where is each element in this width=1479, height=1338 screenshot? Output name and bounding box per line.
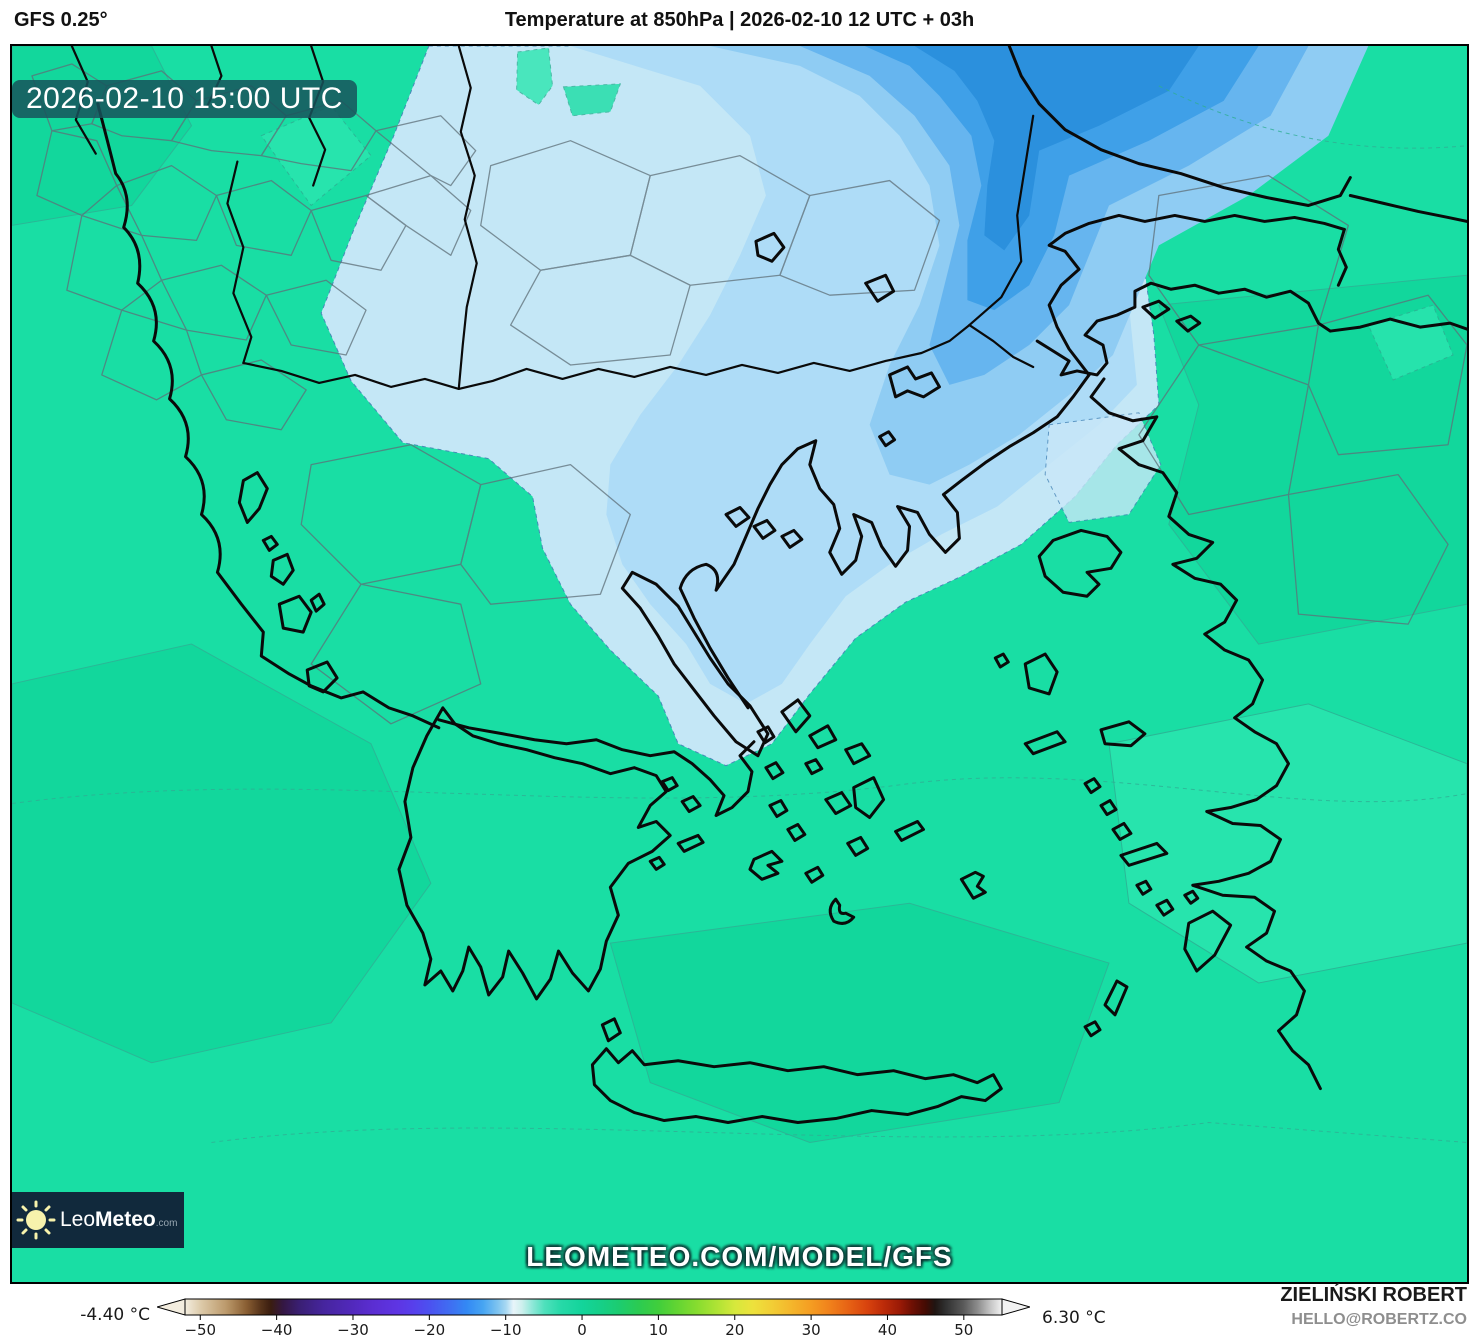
pale-pocket-lesbos [1044,412,1162,523]
coast-black-sea-east [1348,194,1467,223]
colorbar-tick-label: −50 [184,1321,216,1338]
coast-marmara [1047,213,1346,377]
coast-evia [620,570,770,758]
coast-bosphorus [1336,227,1348,287]
colorbar-tick-label: −20 [414,1321,446,1338]
timestamp-badge: 2026-02-10 15:00 UTC [12,80,357,118]
aegean-islands [754,231,1147,756]
temperature-contours [12,85,1467,1143]
mint-pocket-1 [516,47,554,106]
colorbar-tick-label: 20 [725,1321,744,1338]
colorbar-ticks: −50 −40 −30 −20 −10 0 10 20 30 40 50 [184,1315,973,1338]
colorbar-tick-label: 30 [802,1321,821,1338]
logo-meteo: Meteo [95,1208,156,1231]
colorbar-tick-label: 0 [577,1321,587,1338]
coast-north-aegean [678,373,1091,710]
colorbar-max-value: 6.30 °C [1042,1308,1106,1328]
ionian-islands [237,471,622,1043]
coast-west [96,102,441,730]
colorbar-min-value: -4.40 °C [80,1305,150,1325]
map-frame [10,44,1469,1284]
sporades-islands [724,506,804,549]
weather-map [12,46,1467,1282]
sun-icon [16,1200,56,1240]
author-name: ZIELIŃSKI ROBERT [1280,1284,1467,1306]
logo-wordmark: LeoMeteo.com [60,1208,177,1232]
cyclades-islands [648,698,987,925]
colorbar-tick-label: 40 [878,1321,897,1338]
logo-tld: .com [155,1218,178,1229]
coast-turkey-west [1089,377,1322,1091]
temperature-colorbar: −50 −40 −30 −20 −10 0 10 20 30 40 50 [157,1298,1030,1338]
colorbar-tick-label: 10 [649,1321,668,1338]
mint-pocket-2 [562,83,622,117]
coast-black-sea [1007,46,1352,207]
admin-boundaries [31,63,1467,725]
darkest-blue-area [914,46,1199,251]
dodecanese-islands [1083,777,1233,1038]
site-watermark: LEOMETEO.COM/MODEL/GFS [526,1241,953,1272]
leometeo-logo: LeoMeteo.com [12,1192,184,1248]
coastlines [96,46,1467,1125]
coast-peloponnese [397,706,672,1001]
coast-marmara-south [1035,281,1467,377]
colorbar-gradient-bar [184,1298,1003,1316]
dark-blue-area [864,46,1259,311]
cold-blue-region [320,46,1369,767]
coast-attica [437,718,756,818]
coast-crete [590,1047,1003,1125]
logo-leo: Leo [60,1208,96,1231]
marmara-islands [1141,299,1202,333]
author-email: HELLO@ROBERTZ.CO [1291,1311,1467,1328]
colorbar-tick-label: −30 [337,1321,369,1338]
model-resolution-label: GFS 0.25° [14,9,108,31]
colorbar-tick-label: 50 [954,1321,973,1338]
colorbar-tick-label: −10 [490,1321,522,1338]
page-title: Temperature at 850hPa | 2026-02-10 12 UT… [504,9,975,31]
colorbar-left-arrow [157,1298,186,1316]
colorbar-right-arrow [1001,1298,1030,1316]
colorbar-tick-label: −40 [261,1321,293,1338]
